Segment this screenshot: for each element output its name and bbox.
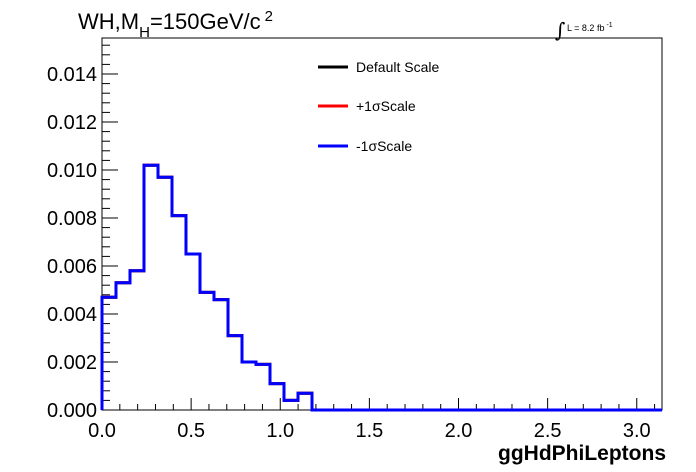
x-tick-label: 0.5 [177,420,205,442]
y-tick-label: 0.010 [47,160,97,182]
lumi-superscript: -1 [606,22,612,29]
y-tick-label: 0.002 [47,352,97,374]
x-tick-label: 2.0 [445,420,473,442]
y-tick-label: 0.014 [47,64,97,86]
series-line-minus-1sigma-scale [100,163,662,412]
y-tick-label: 0.004 [47,304,97,326]
y-axis: 0.000 0.002 0.004 0.006 0.008 0.010 0.012 0.014 [47,44,118,422]
title-subscript: H [139,24,150,41]
legend: Default Scale +1σScale -1σScale [318,59,439,154]
legend-label-plus: +1σScale [356,98,416,114]
title-main: WH,M [78,9,139,34]
y-tick-label: 0.012 [47,112,97,134]
chart-title: WH,MH=150GeV/c 2 [78,8,273,41]
x-tick-label: 1.5 [355,420,383,442]
x-tick-label: 1.0 [266,420,294,442]
x-tick-label: 0.0 [88,420,116,442]
x-axis-label: ggHdPhiLeptons [498,442,666,465]
legend-label-minus: -1σScale [356,138,412,154]
lumi-text: L = 8.2 fb [567,23,604,33]
x-axis: 0.0 0.5 1.0 1.5 2.0 2.5 3.0 [88,398,656,442]
y-tick-label: 0.006 [47,256,97,278]
integral-symbol: ∫ [555,18,565,42]
legend-label-default: Default Scale [356,59,439,75]
y-tick-label: 0.008 [47,208,97,230]
series-layer [100,163,662,412]
series-line-default-scale [100,163,662,412]
y-tick-label: 0.000 [47,400,97,422]
x-tick-label: 2.5 [534,420,562,442]
title-superscript: 2 [265,8,273,25]
x-tick-label: 3.0 [623,420,651,442]
title-rest: =150GeV/c [150,9,261,34]
lumi-label: L = 8.2 fb -1 [567,22,613,33]
series-line-plus-1sigma-scale [100,163,662,412]
